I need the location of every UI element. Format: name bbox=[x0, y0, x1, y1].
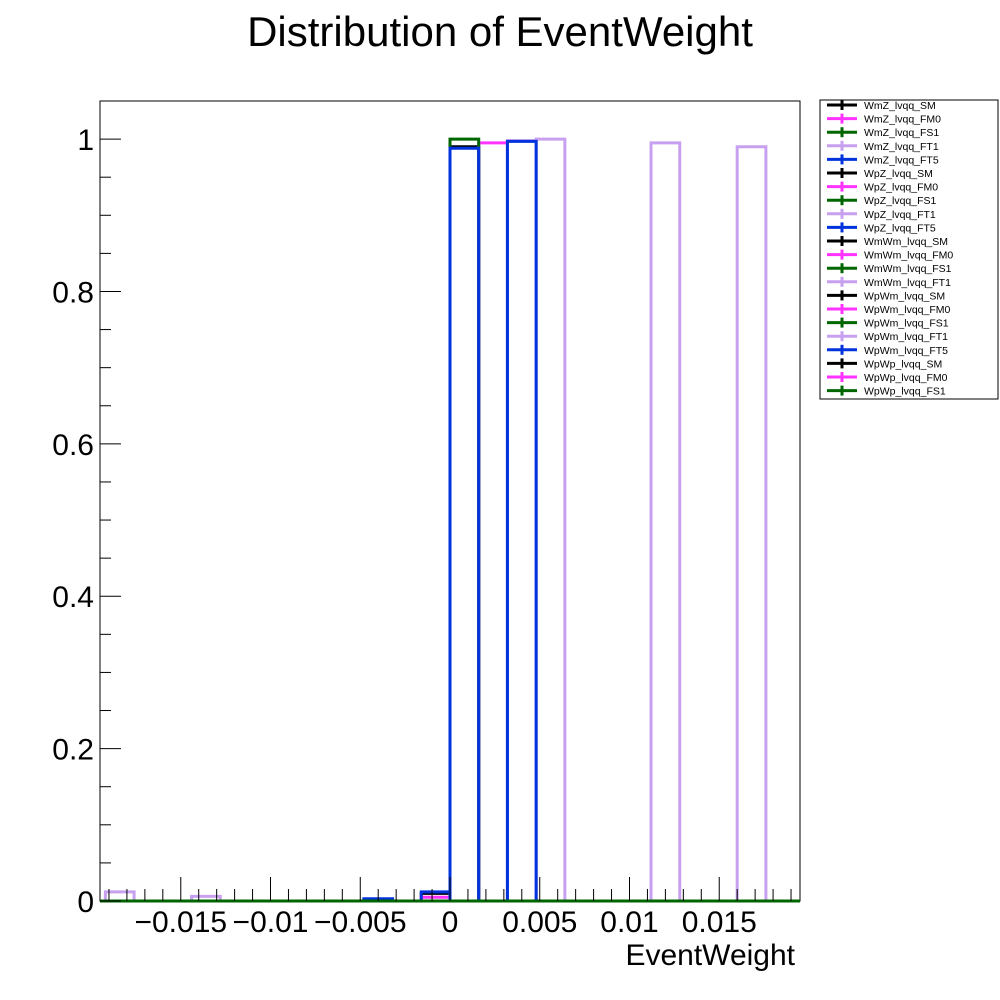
legend-label: WpWm_lvqq_FS1 bbox=[864, 318, 949, 330]
legend-entry: WmWm_lvqq_SM bbox=[827, 236, 948, 248]
legend-entry: WpZ_lvqq_FT5 bbox=[827, 222, 936, 234]
legend-label: WpZ_lvqq_SM bbox=[864, 168, 933, 180]
legend-entry: WpWm_lvqq_FT1 bbox=[827, 331, 948, 343]
histogram-bar bbox=[649, 141, 682, 901]
x-tick-label: 0 bbox=[442, 906, 459, 939]
legend-label: WmZ_lvqq_FT5 bbox=[864, 154, 939, 166]
histogram-bar bbox=[735, 145, 768, 901]
legend-entry: WmZ_lvqq_FS1 bbox=[827, 127, 939, 139]
legend-label: WpWp_lvqq_FS1 bbox=[864, 386, 946, 398]
legend-label: WpWm_lvqq_FT5 bbox=[864, 345, 948, 357]
y-tick-label: 0.6 bbox=[52, 429, 94, 462]
legend-entry: WpZ_lvqq_FT1 bbox=[827, 208, 936, 221]
histogram-bar bbox=[448, 137, 481, 901]
legend-entry: WpWm_lvqq_FT5 bbox=[827, 344, 948, 357]
histogram-bar bbox=[448, 145, 481, 901]
legend-entry: WpWm_lvqq_FM0 bbox=[827, 304, 951, 316]
legend-entry: WpZ_lvqq_SM bbox=[827, 168, 933, 180]
legend-entry: WmZ_lvqq_FM0 bbox=[827, 113, 941, 126]
legend-entry: WpWp_lvqq_FM0 bbox=[827, 372, 948, 384]
legend-label: WpWm_lvqq_FT1 bbox=[864, 331, 948, 343]
legend-label: WmWm_lvqq_FS1 bbox=[864, 263, 952, 275]
legend-entry: WpZ_lvqq_FS1 bbox=[827, 195, 937, 207]
legend-label: WmWm_lvqq_SM bbox=[864, 236, 948, 248]
x-tick-label: 0.01 bbox=[600, 906, 658, 939]
legend-label: WmZ_lvqq_FT1 bbox=[864, 141, 939, 153]
x-tick-label: 0.015 bbox=[682, 906, 757, 939]
legend-label: WpZ_lvqq_FM0 bbox=[864, 182, 938, 194]
legend-label: WmZ_lvqq_FS1 bbox=[864, 127, 939, 139]
histogram-bar bbox=[103, 890, 136, 901]
legend-entry: WpWm_lvqq_SM bbox=[827, 290, 945, 302]
y-tick-label: 0.4 bbox=[52, 581, 94, 614]
y-tick-label: 0.8 bbox=[52, 276, 94, 309]
legend-label: WmZ_lvqq_FM0 bbox=[864, 114, 941, 126]
legend-label: WpWp_lvqq_FM0 bbox=[864, 372, 948, 384]
legend-entry: WpWm_lvqq_FS1 bbox=[827, 317, 949, 330]
legend-entry: WpWp_lvqq_SM bbox=[827, 358, 942, 370]
legend-entry: WmZ_lvqq_FT5 bbox=[827, 154, 939, 166]
y-tick-label: 0.2 bbox=[52, 734, 94, 767]
legend-label: WmWm_lvqq_FM0 bbox=[864, 250, 953, 262]
y-axis: 0 0.2 0.4 0.6 0.8 1 bbox=[52, 124, 121, 919]
legend-label: WpZ_lvqq_FT5 bbox=[864, 222, 936, 234]
x-tick-label: 0.005 bbox=[502, 906, 577, 939]
chart-title: Distribution of EventWeight bbox=[247, 8, 753, 55]
x-tick-label: −0.01 bbox=[233, 906, 309, 939]
x-tick-label: −0.015 bbox=[134, 906, 227, 939]
histogram-bar bbox=[190, 894, 222, 901]
legend-entry: WpZ_lvqq_FM0 bbox=[827, 181, 938, 194]
histogram-bar bbox=[534, 137, 567, 901]
legend-label: WpWm_lvqq_SM bbox=[864, 290, 945, 302]
legend-label: WpZ_lvqq_FS1 bbox=[864, 195, 937, 207]
legend-label: WpZ_lvqq_FT1 bbox=[864, 209, 936, 221]
histogram-bars bbox=[103, 137, 768, 903]
x-tick-label: −0.005 bbox=[314, 906, 407, 939]
histogram-bar bbox=[448, 146, 481, 901]
histogram-bar bbox=[505, 139, 538, 901]
legend-label: WpWp_lvqq_SM bbox=[864, 358, 942, 370]
legend-label: WmWm_lvqq_FT1 bbox=[864, 277, 951, 289]
legend-label: WpWm_lvqq_FM0 bbox=[864, 304, 951, 316]
legend-label: WmZ_lvqq_SM bbox=[864, 100, 936, 112]
legend-entry: WmWm_lvqq_FM0 bbox=[827, 249, 953, 262]
legend-entry: WmZ_lvqq_SM bbox=[827, 100, 936, 112]
histogram-bar bbox=[505, 139, 538, 901]
legend-entry: WmWm_lvqq_FT1 bbox=[827, 276, 951, 289]
legend-entry: WmWm_lvqq_FS1 bbox=[827, 263, 952, 275]
legend-entry: WpWp_lvqq_FS1 bbox=[827, 385, 946, 398]
y-tick-label: 0 bbox=[77, 886, 94, 919]
legend-entry: WmZ_lvqq_FT1 bbox=[827, 140, 939, 153]
y-tick-label: 1 bbox=[77, 124, 94, 157]
histogram-bar bbox=[477, 141, 509, 901]
x-axis-label: EventWeight bbox=[625, 939, 795, 972]
x-axis: −0.015 −0.01 −0.005 0 0.005 0.01 0.015 bbox=[108, 877, 792, 939]
